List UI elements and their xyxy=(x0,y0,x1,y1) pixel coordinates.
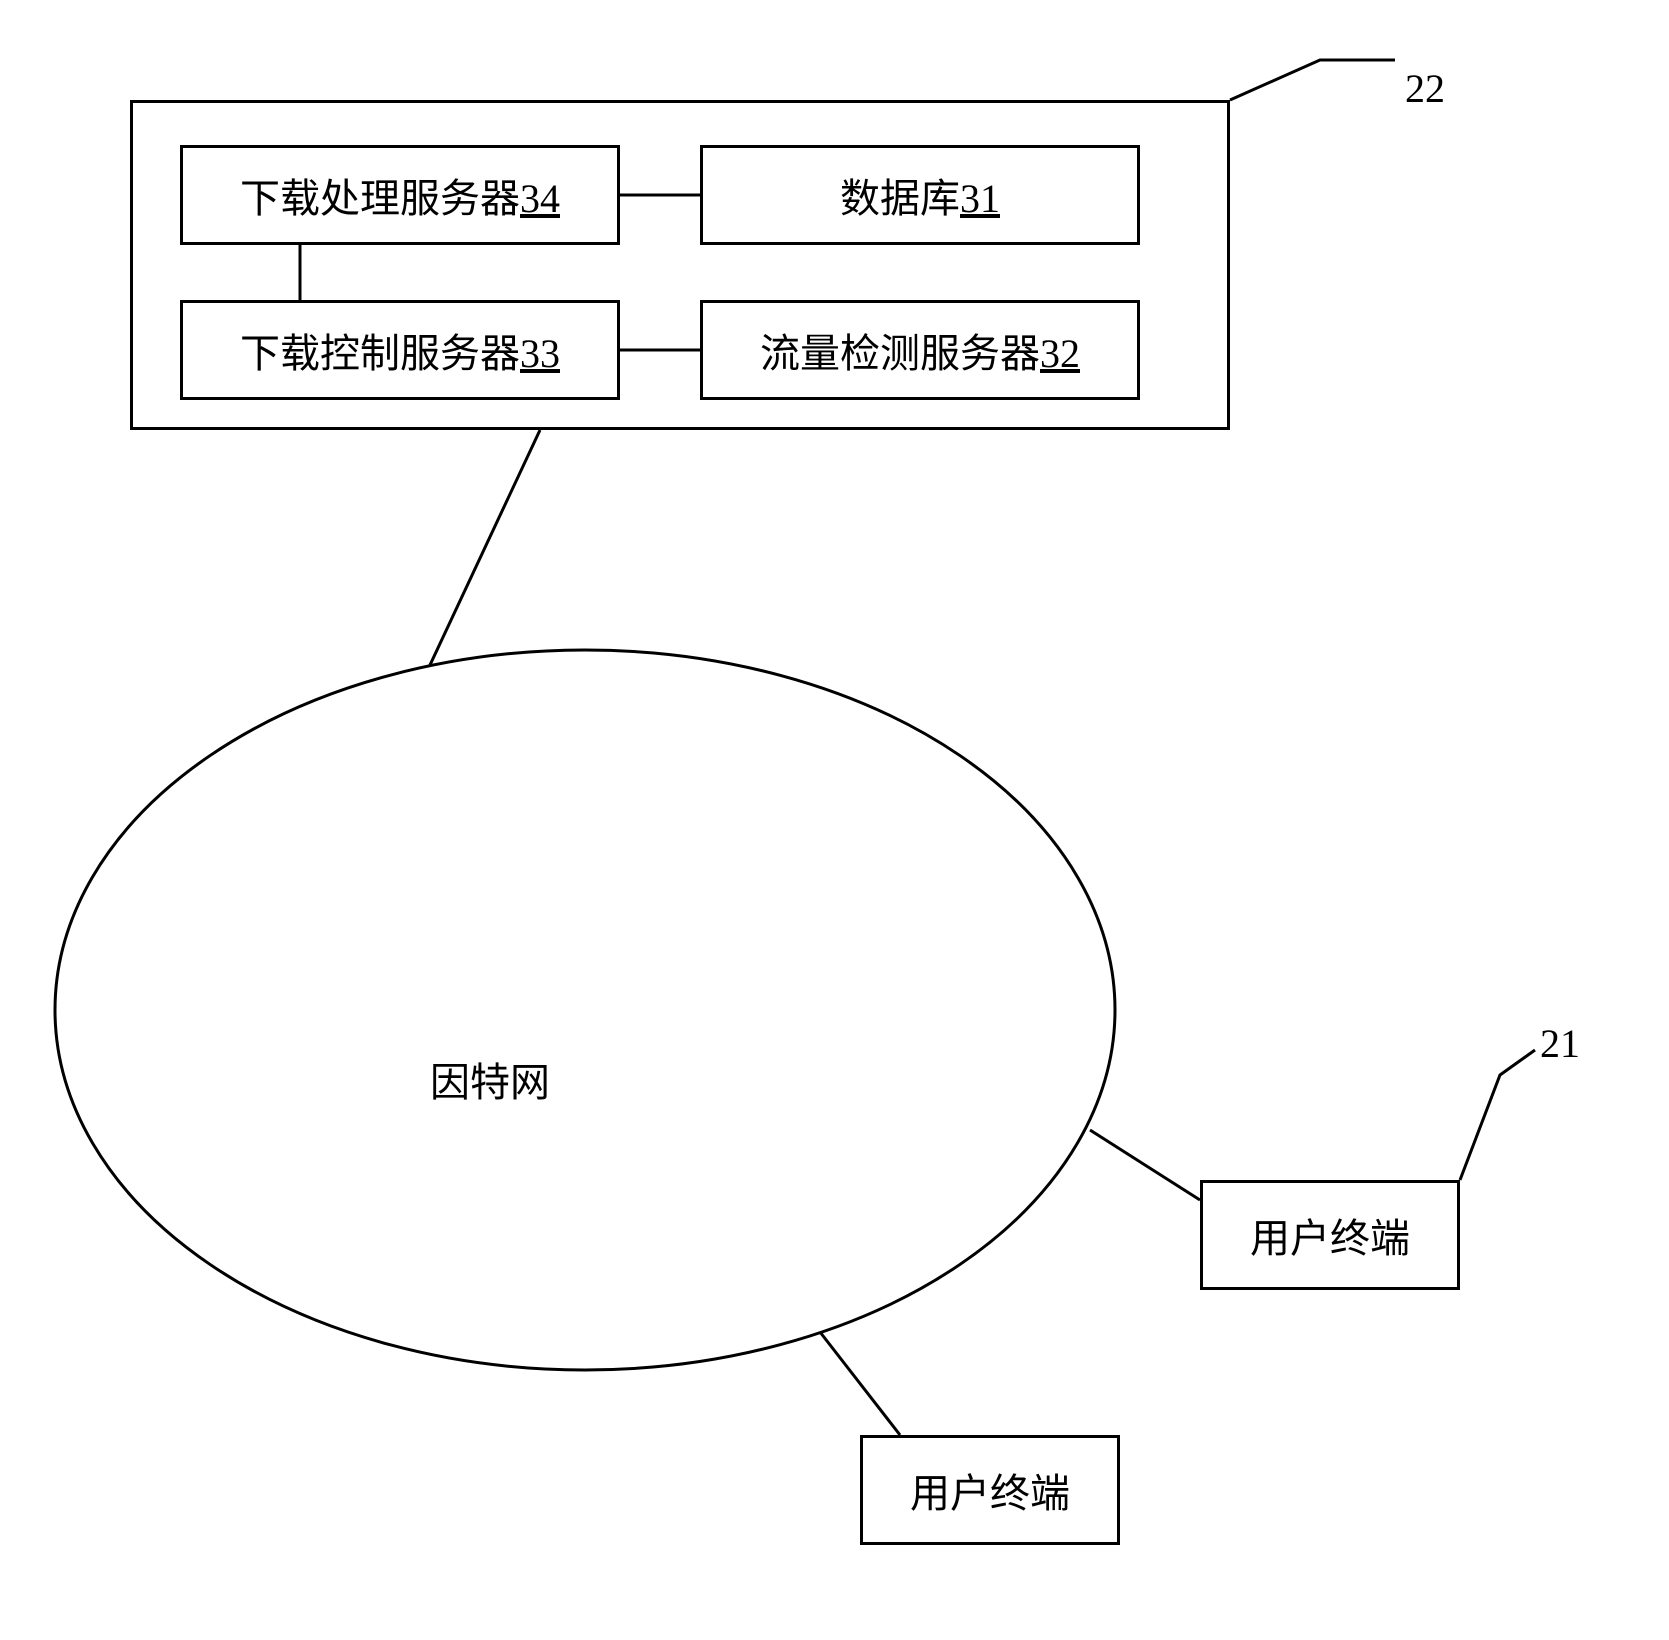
user-terminal-2-box: 用户终端 xyxy=(860,1435,1120,1545)
traffic-detect-server-label: 流量检测服务器32 xyxy=(760,321,1080,379)
traffic-detect-server-box: 流量检测服务器32 xyxy=(700,300,1140,400)
ref-22-label: 22 xyxy=(1405,65,1445,112)
download-control-server-box: 下载控制服务器33 xyxy=(180,300,620,400)
leader-to-21 xyxy=(1460,1050,1535,1180)
download-process-server-box: 下载处理服务器34 xyxy=(180,145,620,245)
ref-21-label: 21 xyxy=(1540,1020,1580,1067)
conn-internet-to-ut1 xyxy=(1090,1130,1200,1200)
internet-label: 因特网 xyxy=(430,1050,550,1108)
leader-to-22 xyxy=(1230,60,1395,100)
conn-internet-to-ut2 xyxy=(820,1332,900,1435)
download-process-server-label: 下载处理服务器34 xyxy=(240,166,560,224)
download-control-server-label: 下载控制服务器33 xyxy=(240,321,560,379)
system-diagram: 下载处理服务器34 数据库31 下载控制服务器33 流量检测服务器32 用户终端… xyxy=(0,0,1669,1640)
conn-container-to-internet xyxy=(430,430,540,665)
database-box: 数据库31 xyxy=(700,145,1140,245)
user-terminal-1-box: 用户终端 xyxy=(1200,1180,1460,1290)
internet-ellipse xyxy=(55,650,1115,1370)
user-terminal-2-label: 用户终端 xyxy=(910,1461,1070,1519)
database-label: 数据库31 xyxy=(840,166,1000,224)
user-terminal-1-label: 用户终端 xyxy=(1250,1206,1410,1264)
